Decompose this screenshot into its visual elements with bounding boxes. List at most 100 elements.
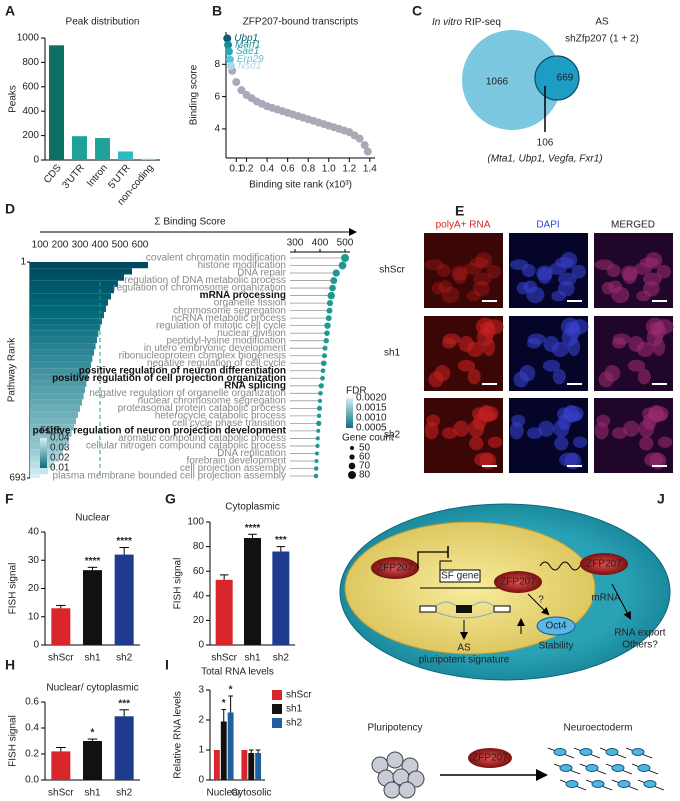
y-tick-label: 100 [187, 517, 204, 528]
cell-blob [487, 436, 503, 448]
cell-blob [559, 452, 579, 467]
dot [329, 284, 336, 292]
error-bar [56, 747, 66, 752]
point-label: Sae1 [236, 46, 259, 57]
bar [30, 286, 114, 294]
cell-blob [509, 421, 524, 440]
pathway-label: heterocycle catabolic process [155, 411, 286, 422]
pathway-label: histone modification [198, 260, 286, 271]
bar [30, 399, 82, 406]
bar [30, 443, 66, 450]
dot [315, 451, 319, 456]
neuron [637, 764, 651, 772]
point-label: Marf1 [235, 40, 261, 51]
legend-label: 0.04 [50, 433, 70, 444]
bar [30, 436, 69, 444]
cell-blob [474, 452, 494, 467]
cell-blob [424, 421, 439, 440]
protein [371, 557, 419, 579]
bar [30, 343, 96, 350]
pathway-label: negative regulation of organelle organiz… [89, 388, 286, 399]
panel-letter: B [212, 3, 222, 19]
cell-blob [611, 286, 630, 304]
error-bar [119, 547, 129, 555]
y-tick-label: 693 [9, 473, 26, 484]
dot [326, 300, 334, 307]
diagram: ZFP207 SF gene AS pluripotent signature … [339, 503, 671, 799]
pathway-label: regulation of chromosome organization [113, 283, 286, 294]
y-tick-label: 0.0 [25, 775, 39, 786]
chart-title: Cytoplasmic [225, 502, 279, 513]
venn-count: 1066 [486, 77, 509, 88]
y-axis-label: Relative RNA levels [173, 691, 184, 779]
x-tick-label: shScr [48, 653, 74, 664]
protein [580, 553, 628, 575]
bar [83, 570, 102, 645]
legend-label: 0.0015 [356, 403, 387, 414]
error-bar [219, 574, 229, 580]
neuron [631, 748, 645, 756]
neuron [559, 764, 573, 772]
legend-label: sh1 [286, 704, 303, 715]
venn-circle [462, 30, 562, 130]
dot [324, 330, 330, 336]
column-label: DAPI [536, 220, 559, 231]
neuron [617, 780, 631, 788]
error-bar [248, 533, 257, 538]
bar [118, 151, 133, 160]
cell-blob [472, 272, 492, 286]
x-tick-label: 400 [312, 238, 329, 249]
legend-label: sh2 [286, 718, 303, 729]
legend-dot [348, 462, 356, 470]
bar [30, 280, 118, 287]
x-tick-label: 500 [337, 238, 354, 249]
pathway-label: cell cycle phase transition [172, 418, 286, 429]
cell-blob [431, 281, 445, 295]
cell-blob [656, 264, 672, 279]
cell-blob [442, 337, 457, 349]
x-tick-label: 400 [92, 240, 109, 251]
pathway-label: regulation of DNA metabolic process [124, 275, 286, 286]
bar [30, 324, 100, 331]
chart-title: Nuclear/ cytoplasmic [46, 683, 138, 694]
dot [318, 391, 323, 396]
bar [30, 411, 78, 419]
cell-blob [486, 264, 502, 279]
legend-label: 0.03 [50, 443, 70, 454]
row-label: shScr [379, 265, 405, 276]
x-tick-label: sh2 [116, 788, 133, 799]
cell-blob [438, 280, 453, 294]
y-tick-label: 0.6 [25, 697, 39, 708]
point [224, 40, 233, 49]
bar [30, 262, 148, 269]
cell-blob [567, 322, 581, 339]
point [224, 47, 233, 56]
cell-blob [637, 368, 651, 385]
promoter [439, 560, 452, 570]
cell-blob [536, 265, 553, 281]
cell-blob [567, 338, 581, 356]
y-tick-label: 20 [28, 583, 40, 594]
legend-label: 70 [359, 461, 371, 472]
legend-swatch [272, 690, 282, 700]
diagram-label: Stability [538, 641, 573, 652]
cell-blob [469, 257, 489, 268]
pathway-label: positive regulation of cell projection o… [52, 373, 286, 384]
column-label: MERGED [611, 220, 655, 231]
bar [244, 537, 261, 645]
diagram-label: Others? [622, 640, 658, 651]
cell-blob [543, 336, 559, 352]
y-tick-label: 1 [198, 745, 204, 756]
dot [323, 338, 329, 344]
point [355, 134, 364, 143]
pathway-label: forebrain development [186, 456, 286, 467]
x-axis-label: Σ Binding Score [154, 217, 226, 228]
point-label: Erp29 [237, 54, 264, 65]
bar [30, 355, 93, 362]
point [225, 55, 234, 64]
bar [30, 305, 106, 312]
y-tick-label: 200 [22, 130, 39, 141]
legend-title: FDR [346, 386, 367, 397]
x-tick-label: 0.4 [260, 164, 274, 175]
cell-blob [436, 264, 451, 278]
